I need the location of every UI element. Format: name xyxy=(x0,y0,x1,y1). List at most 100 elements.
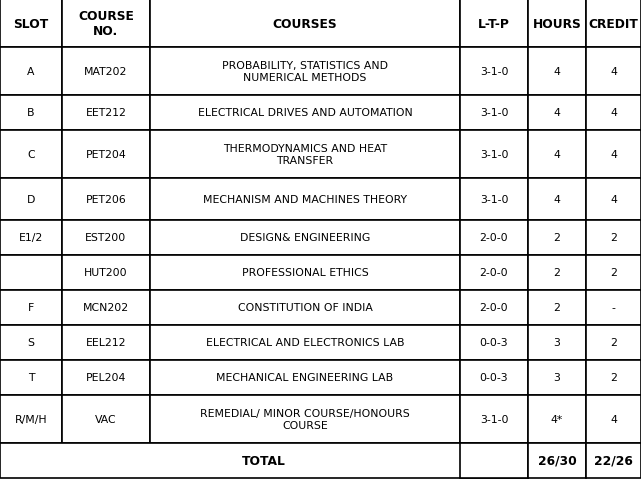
Text: 2-0-0: 2-0-0 xyxy=(479,268,508,278)
Bar xyxy=(62,290,150,325)
Bar xyxy=(62,179,150,221)
Text: 4: 4 xyxy=(610,195,617,205)
Bar xyxy=(150,131,460,179)
Text: COURSES: COURSES xyxy=(272,17,337,30)
Bar xyxy=(0,96,62,131)
Bar xyxy=(460,360,528,395)
Text: 2: 2 xyxy=(554,268,560,278)
Text: 4: 4 xyxy=(610,67,617,77)
Bar xyxy=(150,48,460,96)
Text: 3-1-0: 3-1-0 xyxy=(479,195,508,205)
Text: 4: 4 xyxy=(554,150,560,160)
Bar xyxy=(0,290,62,325)
Text: 22/26: 22/26 xyxy=(594,454,633,467)
Text: THERMODYNAMICS AND HEAT
TRANSFER: THERMODYNAMICS AND HEAT TRANSFER xyxy=(223,144,387,166)
Text: PEL204: PEL204 xyxy=(86,373,126,383)
Bar xyxy=(0,48,62,96)
Bar xyxy=(460,96,528,131)
Text: 2: 2 xyxy=(610,373,617,383)
Bar xyxy=(528,0,586,48)
Bar xyxy=(0,221,62,256)
Bar xyxy=(586,221,641,256)
Text: 4: 4 xyxy=(610,108,617,118)
Bar xyxy=(150,360,460,395)
Bar xyxy=(150,256,460,290)
Text: ELECTRICAL AND ELECTRONICS LAB: ELECTRICAL AND ELECTRONICS LAB xyxy=(206,338,404,348)
Text: TOTAL: TOTAL xyxy=(242,454,286,467)
Text: -: - xyxy=(612,303,615,313)
Bar xyxy=(586,325,641,360)
Bar xyxy=(528,395,586,443)
Text: EET212: EET212 xyxy=(85,108,126,118)
Bar xyxy=(460,443,528,478)
Bar xyxy=(528,48,586,96)
Text: 2: 2 xyxy=(554,303,560,313)
Bar xyxy=(62,131,150,179)
Text: E1/2: E1/2 xyxy=(19,233,43,243)
Bar xyxy=(460,179,528,221)
Text: 3: 3 xyxy=(554,338,560,348)
Text: D: D xyxy=(27,195,35,205)
Text: CONSTITUTION OF INDIA: CONSTITUTION OF INDIA xyxy=(238,303,372,313)
Bar xyxy=(62,221,150,256)
Text: VAC: VAC xyxy=(95,414,117,424)
Bar xyxy=(150,325,460,360)
Text: MAT202: MAT202 xyxy=(85,67,128,77)
Text: 2: 2 xyxy=(554,233,560,243)
Bar xyxy=(460,48,528,96)
Bar xyxy=(0,179,62,221)
Text: PROBABILITY, STATISTICS AND
NUMERICAL METHODS: PROBABILITY, STATISTICS AND NUMERICAL ME… xyxy=(222,61,388,83)
Text: 3-1-0: 3-1-0 xyxy=(479,414,508,424)
Text: HOURS: HOURS xyxy=(533,17,581,30)
Bar xyxy=(150,96,460,131)
Bar xyxy=(0,256,62,290)
Bar xyxy=(62,48,150,96)
Bar xyxy=(460,290,528,325)
Text: 3-1-0: 3-1-0 xyxy=(479,67,508,77)
Bar xyxy=(528,360,586,395)
Bar xyxy=(586,360,641,395)
Bar xyxy=(528,443,586,478)
Text: PET204: PET204 xyxy=(86,150,126,160)
Bar xyxy=(0,0,62,48)
Bar xyxy=(460,221,528,256)
Bar xyxy=(150,395,460,443)
Text: 4: 4 xyxy=(554,108,560,118)
Text: 4: 4 xyxy=(554,67,560,77)
Text: DESIGN& ENGINEERING: DESIGN& ENGINEERING xyxy=(240,233,370,243)
Bar xyxy=(586,256,641,290)
Text: 2: 2 xyxy=(610,338,617,348)
Bar xyxy=(460,256,528,290)
Bar xyxy=(0,360,62,395)
Bar xyxy=(586,131,641,179)
Text: L-T-P: L-T-P xyxy=(478,17,510,30)
Bar xyxy=(62,0,150,48)
Bar xyxy=(528,325,586,360)
Bar xyxy=(150,0,460,48)
Bar xyxy=(528,221,586,256)
Bar xyxy=(586,0,641,48)
Text: MECHANISM AND MACHINES THEORY: MECHANISM AND MACHINES THEORY xyxy=(203,195,407,205)
Bar xyxy=(586,443,641,478)
Bar xyxy=(62,96,150,131)
Bar xyxy=(586,96,641,131)
Bar xyxy=(0,443,528,478)
Bar xyxy=(0,395,62,443)
Bar xyxy=(528,179,586,221)
Bar xyxy=(62,256,150,290)
Text: 3-1-0: 3-1-0 xyxy=(479,150,508,160)
Text: 2: 2 xyxy=(610,233,617,243)
Text: C: C xyxy=(27,150,35,160)
Bar xyxy=(586,179,641,221)
Bar xyxy=(528,131,586,179)
Text: EST200: EST200 xyxy=(85,233,127,243)
Text: MCN202: MCN202 xyxy=(83,303,129,313)
Bar xyxy=(150,179,460,221)
Bar xyxy=(586,395,641,443)
Bar xyxy=(62,325,150,360)
Text: B: B xyxy=(28,108,35,118)
Text: REMEDIAL/ MINOR COURSE/HONOURS
COURSE: REMEDIAL/ MINOR COURSE/HONOURS COURSE xyxy=(200,408,410,430)
Text: PET206: PET206 xyxy=(86,195,126,205)
Text: MECHANICAL ENGINEERING LAB: MECHANICAL ENGINEERING LAB xyxy=(217,373,394,383)
Bar xyxy=(0,325,62,360)
